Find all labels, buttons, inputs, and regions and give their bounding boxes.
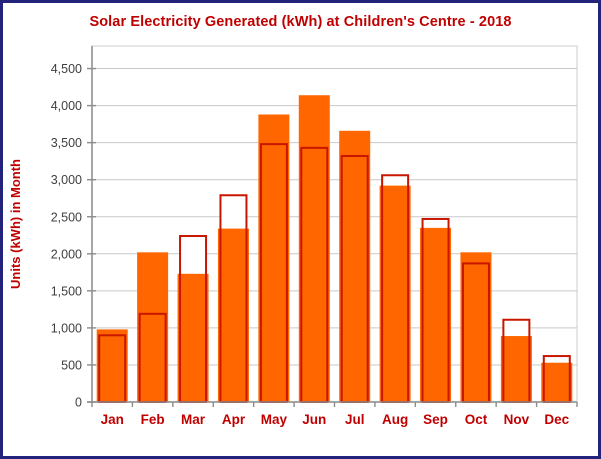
x-category-label: Aug bbox=[382, 412, 408, 427]
orange-bar bbox=[379, 185, 411, 402]
y-tick-label: 4,500 bbox=[51, 62, 82, 76]
x-category-label: Mar bbox=[181, 412, 206, 427]
y-axis-title: Units (kWh) in Month bbox=[8, 159, 23, 289]
y-tick-label: 0 bbox=[75, 396, 82, 410]
orange-bar bbox=[500, 336, 532, 402]
orange-bar bbox=[217, 228, 249, 402]
x-category-label: May bbox=[261, 412, 288, 427]
bar-chart: 0 500 1,000 1,500 2,000 2,500 3,000 3,500 4,000 4… bbox=[8, 45, 578, 427]
orange-bar bbox=[137, 252, 169, 402]
y-tick-label: 500 bbox=[61, 358, 82, 372]
orange-bar bbox=[420, 227, 452, 402]
x-category-label: Apr bbox=[222, 412, 246, 427]
x-category-label: Feb bbox=[141, 412, 165, 427]
chart-title: Solar Electricity Generated (kWh) at Chi… bbox=[89, 14, 512, 30]
orange-bar bbox=[460, 252, 492, 402]
x-category-label: Jun bbox=[302, 412, 326, 427]
x-category-label: Nov bbox=[504, 412, 530, 427]
y-tick-label: 1,000 bbox=[51, 321, 82, 335]
x-category-label: Jan bbox=[101, 412, 124, 427]
x-category-label: Jul bbox=[345, 412, 365, 427]
orange-bar bbox=[541, 362, 573, 402]
x-category-label: Dec bbox=[544, 412, 569, 427]
orange-bar bbox=[339, 130, 371, 402]
y-tick-label: 4,000 bbox=[51, 99, 82, 113]
y-tick-label: 2,000 bbox=[51, 247, 82, 261]
y-tick-label: 1,500 bbox=[51, 284, 82, 298]
orange-bar bbox=[177, 273, 209, 402]
y-tick-label: 3,000 bbox=[51, 173, 82, 187]
y-tick-label: 2,500 bbox=[51, 210, 82, 224]
x-category-label: Oct bbox=[465, 412, 488, 427]
orange-bar bbox=[96, 329, 128, 402]
orange-bar bbox=[258, 114, 290, 402]
y-tick-label: 3,500 bbox=[51, 136, 82, 150]
x-category-label: Sep bbox=[423, 412, 448, 427]
orange-bar bbox=[298, 95, 330, 402]
